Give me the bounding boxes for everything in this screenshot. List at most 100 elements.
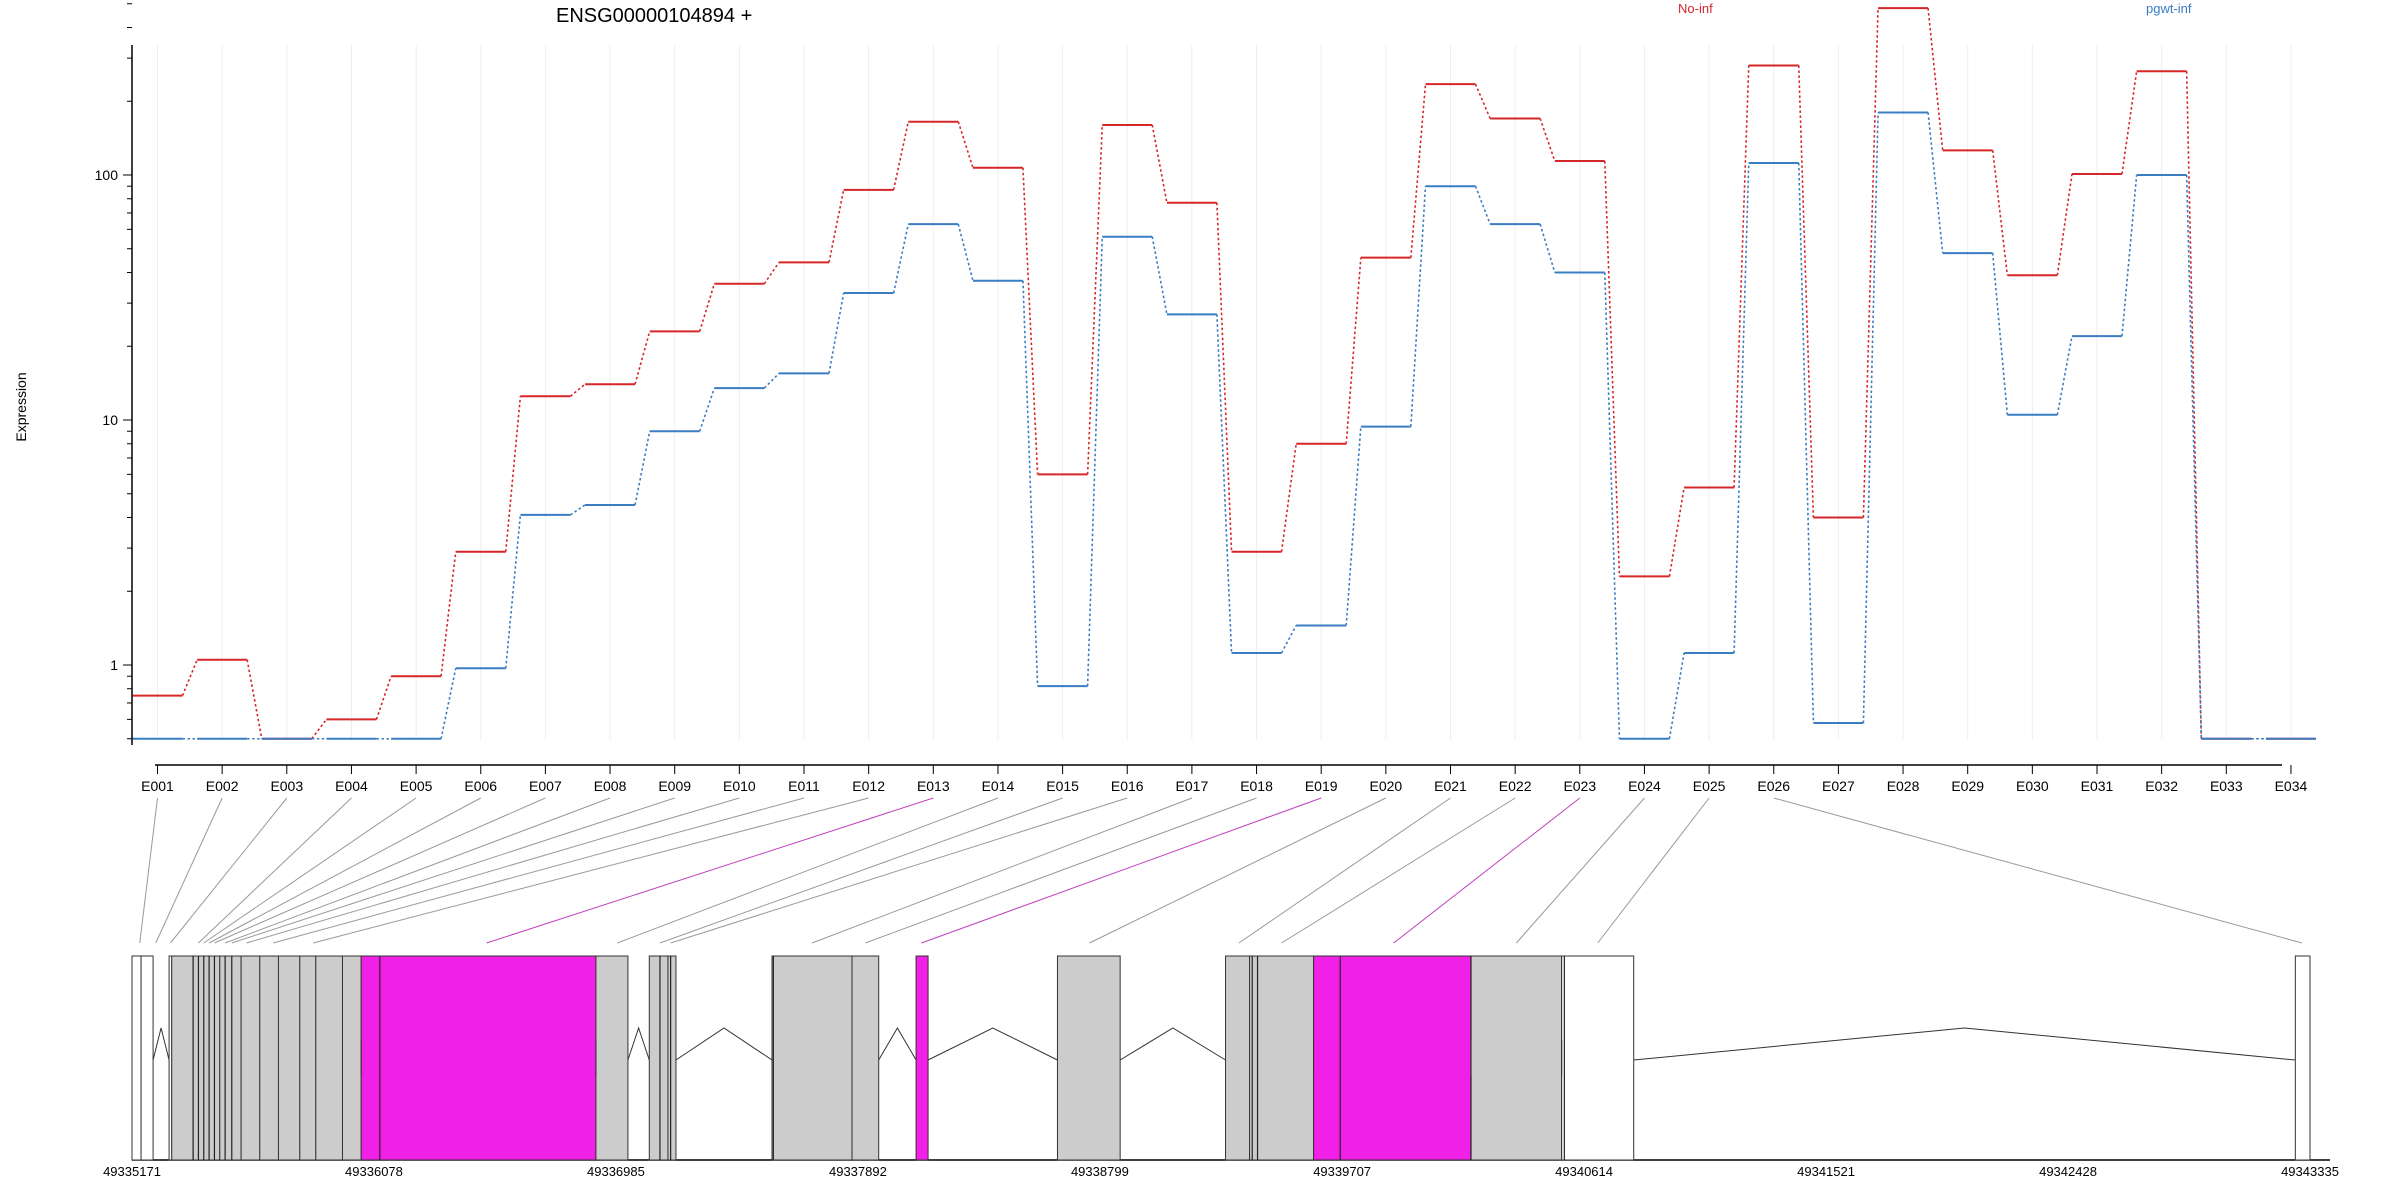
step-pgwt-inf-E026 — [1797, 162, 1815, 723]
x-tick-label-E010: E010 — [723, 778, 756, 794]
step-pgwt-inf-E017 — [1216, 314, 1233, 653]
x-tick-label-E004: E004 — [335, 778, 368, 794]
gene-axis-label-49338799: 49338799 — [1071, 1164, 1129, 1179]
connector-E014 — [617, 797, 999, 944]
gene-coordinate-axis: 49335171 49336078 49336985 49337892 49338799… — [103, 1164, 2339, 1179]
intron-2 — [152, 1027, 170, 1061]
connector-E007 — [214, 797, 546, 944]
step-no-inf-E014 — [1022, 167, 1039, 475]
step-no-inf-E008 — [634, 331, 651, 385]
intron-6 — [927, 1027, 1058, 1061]
connector-E006 — [208, 797, 481, 944]
connector-E022 — [1281, 797, 1516, 944]
intron-5 — [878, 1027, 917, 1061]
step-no-inf-E001 — [181, 659, 198, 696]
exon-box-E015 — [648, 955, 669, 1161]
x-tick-label-E016: E016 — [1111, 778, 1144, 794]
step-no-inf-E025 — [1733, 65, 1750, 488]
x-tick-label-E011: E011 — [788, 778, 820, 794]
connector-E005 — [203, 797, 417, 944]
x-tick-label-E020: E020 — [1369, 778, 1402, 794]
step-pgwt-inf-E005 — [440, 668, 457, 739]
exon-box-E018 — [851, 955, 880, 1161]
step-no-inf-E010 — [763, 261, 780, 285]
x-tick-label-E009: E009 — [658, 778, 691, 794]
exon-box-E007 — [240, 955, 261, 1161]
step-pgwt-inf-E032 — [2185, 174, 2203, 739]
x-tick-label-E006: E006 — [464, 778, 497, 794]
exon-box-E014 — [595, 955, 629, 1161]
step-no-inf-E015 — [1086, 124, 1104, 475]
step-pgwt-inf-E019 — [1345, 426, 1362, 626]
step-pgwt-inf-E016 — [1151, 236, 1168, 315]
step-no-inf-E026 — [1797, 65, 1815, 518]
exon-box-E008 — [259, 955, 279, 1161]
step-no-inf-E024 — [1668, 487, 1685, 577]
exon-box-E005 — [192, 955, 221, 1161]
gene-axis-label-49343335: 49343335 — [2281, 1164, 2339, 1179]
step-pgwt-inf-E022 — [1539, 223, 1556, 273]
exon-box-E024 — [1470, 955, 1563, 1161]
connector-E025 — [1597, 797, 1710, 944]
step-no-inf-E017 — [1216, 202, 1233, 552]
step-no-inf-E018 — [1280, 443, 1297, 552]
x-tick-label-E018: E018 — [1240, 778, 1273, 794]
step-pgwt-inf-E025 — [1733, 162, 1750, 653]
x-tick-label-E013: E013 — [917, 778, 950, 794]
y-tick-label-10: 10 — [102, 412, 118, 428]
chart-title: ENSG00000104894 + — [556, 5, 752, 27]
x-tick-label-E025: E025 — [1693, 778, 1726, 794]
step-no-inf-E031 — [2121, 71, 2138, 175]
connector-E004 — [198, 797, 352, 944]
step-pgwt-inf-E031 — [2121, 174, 2138, 337]
x-tick-label-E031: E031 — [2081, 778, 2114, 794]
step-no-inf-E002 — [246, 659, 263, 739]
exon-box-E016 — [667, 955, 677, 1161]
x-tick-label-E022: E022 — [1499, 778, 1532, 794]
step-pgwt-inf-E023 — [1604, 272, 1621, 739]
x-tick-label-E019: E019 — [1305, 778, 1338, 794]
gene-axis-label-49336985: 49336985 — [587, 1164, 645, 1179]
legend-no-inf: No-inf — [1678, 1, 1713, 16]
step-pgwt-inf-E029 — [1991, 253, 2009, 415]
step-no-inf-E029 — [1991, 150, 2009, 276]
connector-E016 — [670, 797, 1128, 944]
step-no-inf-E022 — [1539, 118, 1556, 162]
step-no-inf-E006 — [504, 396, 522, 552]
step-no-inf-E020 — [1410, 84, 1427, 258]
y-axis: 1 10 100 — [95, 3, 133, 745]
y-tick-label-1: 1 — [110, 657, 118, 673]
connector-E013 — [486, 797, 934, 944]
gene-axis-label-49342428: 49342428 — [2039, 1164, 2097, 1179]
exon-box-E019 — [915, 955, 929, 1161]
exon-box-E009 — [277, 955, 301, 1161]
gene-axis-label-49340614: 49340614 — [1555, 1164, 1613, 1179]
x-tick-label-E021: E021 — [1434, 778, 1467, 794]
step-pgwt-inf-E006 — [504, 514, 522, 669]
step-no-inf-E021 — [1474, 83, 1491, 119]
gene-axis-label-49341521: 49341521 — [1797, 1164, 1855, 1179]
connector-E015 — [659, 797, 1063, 944]
connector-E018 — [865, 797, 1257, 944]
x-tick-label-E027: E027 — [1822, 778, 1855, 794]
connector-E017 — [811, 797, 1193, 944]
series-pgwt-inf — [132, 111, 2316, 740]
exon-box-E021 — [1225, 955, 1251, 1161]
connector-E019 — [921, 797, 1322, 944]
x-tick-label-E002: E002 — [206, 778, 239, 794]
gene-model — [131, 955, 2330, 1161]
exon-box-E002 — [140, 955, 154, 1161]
x-tick-label-E028: E028 — [1887, 778, 1920, 794]
step-no-inf-E011 — [828, 189, 845, 263]
intron-8 — [1633, 1027, 2296, 1061]
x-tick-label-E030: E030 — [2016, 778, 2049, 794]
exon-box-E010 — [299, 955, 317, 1161]
exon-box-E017 — [771, 955, 853, 1161]
exon-connectors — [139, 797, 2303, 944]
step-pgwt-inf-E010 — [763, 372, 780, 389]
exon-box-E020 — [1056, 955, 1121, 1161]
connector-E003 — [170, 797, 288, 944]
step-no-inf-E032 — [2185, 71, 2203, 739]
step-no-inf-E005 — [440, 551, 457, 677]
